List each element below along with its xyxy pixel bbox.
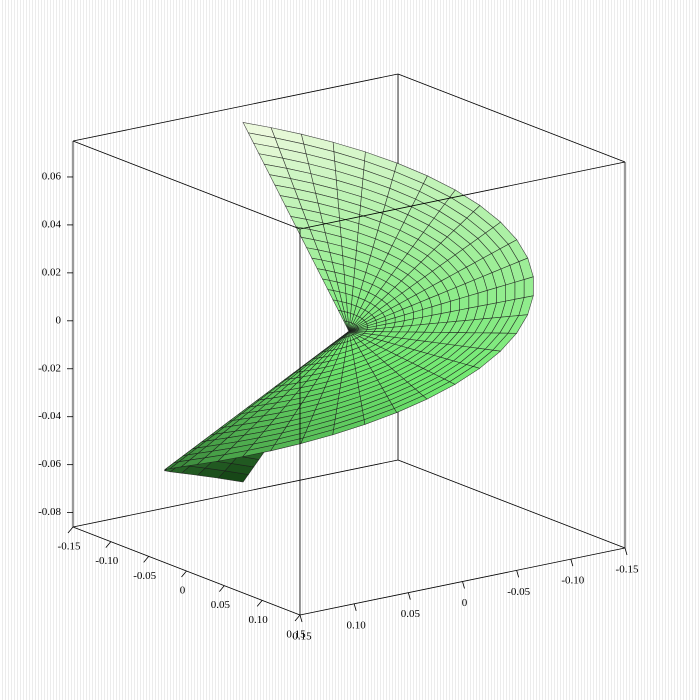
x-tick bbox=[256, 600, 263, 607]
x-tick-label: 0.15 bbox=[286, 629, 306, 641]
y-tick bbox=[516, 570, 520, 578]
x-tick bbox=[143, 556, 149, 563]
surface-patch bbox=[343, 320, 350, 332]
x-tick-label: 0.05 bbox=[211, 599, 231, 611]
y-tick bbox=[353, 603, 357, 611]
x-tick-label: 0 bbox=[180, 585, 186, 597]
y-tick bbox=[624, 547, 628, 556]
surface-patch bbox=[496, 284, 506, 304]
y-tick-label: -0.15 bbox=[616, 564, 639, 576]
z-tick-label: 0.02 bbox=[42, 266, 61, 278]
x-tick bbox=[181, 570, 187, 578]
x-tick-label: 0.10 bbox=[249, 614, 269, 626]
x-tick bbox=[105, 541, 112, 548]
z-tick-label: -0.04 bbox=[38, 410, 61, 422]
y-tick bbox=[299, 614, 303, 623]
z-tick-label: -0.08 bbox=[38, 506, 61, 518]
surface-patch bbox=[514, 279, 525, 300]
surface bbox=[164, 122, 534, 483]
surface-patch bbox=[486, 287, 497, 306]
x-tick-label: -0.10 bbox=[95, 555, 118, 567]
z-tick-label: 0.04 bbox=[42, 218, 62, 230]
box-edge bbox=[299, 161, 626, 230]
y-tick-label: -0.05 bbox=[507, 586, 530, 598]
surface-patch bbox=[468, 292, 479, 309]
surface-patch bbox=[300, 429, 334, 445]
box-edge bbox=[397, 459, 626, 549]
z-tick-label: 0.06 bbox=[42, 170, 62, 182]
y-tick-label: 0 bbox=[462, 597, 468, 609]
x-tick-label: -0.05 bbox=[133, 570, 156, 582]
x-tick bbox=[219, 585, 225, 592]
surface-patch bbox=[505, 281, 516, 302]
x-tick bbox=[294, 614, 301, 622]
box-edge bbox=[72, 73, 399, 142]
y-tick bbox=[407, 592, 411, 600]
surface-patch bbox=[477, 290, 488, 307]
box-edge bbox=[72, 459, 399, 528]
box-edge bbox=[72, 140, 301, 230]
z-tick-label: -0.02 bbox=[38, 362, 61, 374]
z-tick-label: -0.06 bbox=[38, 458, 61, 470]
x-tick bbox=[67, 526, 74, 534]
y-tick-label: 0.10 bbox=[347, 619, 367, 631]
y-tick-label: 0.05 bbox=[401, 608, 421, 620]
y-tick-label: 0.15 bbox=[292, 631, 312, 643]
box-edge bbox=[397, 73, 626, 163]
x-tick-label: -0.15 bbox=[58, 541, 81, 553]
y-tick bbox=[570, 559, 574, 567]
surface-patch bbox=[459, 295, 470, 311]
surface-patch bbox=[523, 276, 534, 298]
z-tick-label: 0 bbox=[56, 314, 62, 326]
y-tick-label: -0.10 bbox=[561, 575, 584, 587]
y-tick bbox=[462, 581, 465, 589]
